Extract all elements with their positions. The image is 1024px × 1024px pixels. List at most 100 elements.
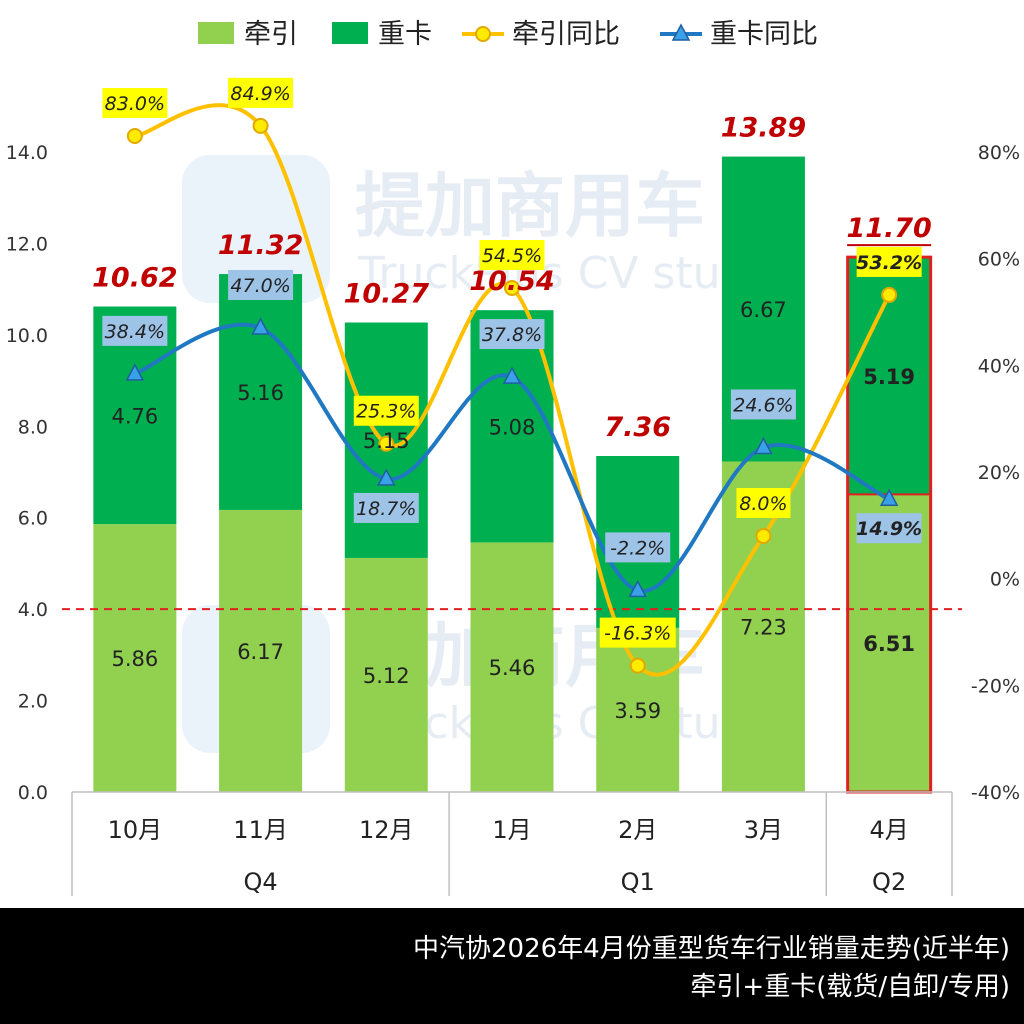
y-left-tick: 4.0	[18, 599, 48, 621]
point-tractor-yoy	[755, 528, 772, 544]
legend: 牵引 重卡 牵引同比 重卡同比	[198, 19, 818, 50]
legend-swatch	[198, 22, 234, 44]
label-bg-tractor-yoy	[856, 246, 922, 277]
y-left-tick: 14.0	[6, 142, 48, 164]
bar-value-tractor: 7.23	[740, 616, 787, 640]
x-tick: 3月	[744, 816, 783, 844]
x-tick: 10月	[108, 816, 163, 844]
point-heavy-yoy	[377, 468, 396, 486]
label-bg-heavy-yoy	[605, 532, 671, 563]
bar-tractor	[470, 542, 554, 792]
y-right-tick: 80%	[978, 142, 1020, 164]
total-label: 11.32	[218, 230, 303, 261]
total-label: 10.54	[469, 266, 554, 297]
label-tractor-yoy: 54.5%	[482, 245, 542, 267]
bar-value-heavy: 4.76	[111, 404, 158, 428]
bar-value-heavy: 5.15	[363, 429, 410, 453]
bar-value-heavy: 5.19	[863, 365, 915, 389]
point-tractor-yoy	[252, 117, 269, 134]
legend-label: 重卡同比	[710, 19, 818, 50]
label-heavy-yoy: 47.0%	[230, 275, 290, 297]
watermark-brand: 提加商用车	[355, 165, 705, 247]
bar-value-tractor: 5.86	[111, 647, 158, 671]
bar-value-heavy: 5.16	[237, 381, 284, 405]
point-tractor-yoy	[378, 435, 395, 452]
total-label: 7.36	[604, 412, 671, 443]
point-heavy-yoy	[125, 363, 145, 381]
label-bg-tractor-yoy	[353, 395, 419, 426]
label-bg-tractor-yoy	[102, 88, 168, 118]
label-heavy-yoy: 38.4%	[105, 321, 165, 343]
point-heavy-yoy	[754, 436, 773, 455]
y-left-tick: 12.0	[6, 233, 48, 255]
label-tractor-yoy: 84.9%	[230, 83, 290, 105]
bar-tractor	[219, 509, 303, 792]
label-bg-tractor-yoy	[599, 617, 676, 648]
label-bg-heavy-yoy	[353, 492, 419, 523]
point-tractor-yoy	[629, 657, 646, 674]
point-tractor-yoy	[126, 128, 143, 144]
point-heavy-yoy	[879, 488, 899, 506]
bar-heavy	[219, 274, 303, 510]
label-bg-tractor-yoy	[228, 77, 294, 108]
group-label: Q4	[243, 868, 277, 896]
total-label: 11.70	[846, 213, 931, 244]
data-labels: 5.86 4.76 10.62 6.17 5.16 11.32 5.12 5.15 10.27 5…	[92, 77, 932, 723]
legend-label: 牵引	[244, 19, 298, 50]
legend-marker	[475, 26, 491, 42]
label-tractor-yoy: 25.3%	[356, 401, 416, 423]
legend-label: 牵引同比	[512, 19, 620, 50]
yoy-lines	[125, 103, 899, 677]
y-right-tick: -40%	[971, 782, 1020, 804]
bar-tractor	[847, 494, 931, 792]
bar-value-heavy: 6.67	[740, 298, 787, 322]
y-left-tick: 2.0	[18, 691, 48, 713]
legend-marker	[671, 23, 691, 41]
chart-caption: 中汽协2026年4月份重型货车行业销量走势(近半年) 牵引+重卡(载货/自卸/专…	[0, 908, 1024, 1024]
bars	[93, 156, 933, 794]
group-label: Q1	[621, 868, 655, 896]
label-heavy-yoy: -2.2%	[610, 537, 665, 559]
point-tractor-yoy	[881, 286, 898, 303]
y-right-tick: 20%	[978, 462, 1020, 484]
bar-tractor	[596, 627, 680, 792]
total-label: 13.89	[721, 113, 806, 144]
label-bg-heavy-yoy	[856, 513, 922, 544]
label-heavy-yoy: 37.8%	[482, 324, 542, 346]
label-tractor-yoy: -16.3%	[604, 623, 671, 645]
label-tractor-yoy: 53.2%	[856, 252, 922, 274]
label-tractor-yoy: 8.0%	[739, 493, 787, 515]
bar-value-heavy: 5.08	[489, 415, 536, 439]
bar-value-tractor: 5.12	[363, 664, 410, 688]
bar-value-tractor: 6.17	[237, 640, 284, 664]
bar-value-tractor: 6.51	[863, 632, 915, 656]
legend-swatch	[332, 22, 368, 44]
point-tractor-yoy	[504, 280, 520, 296]
label-heavy-yoy: 24.6%	[733, 394, 793, 416]
x-tick: 4月	[870, 816, 909, 844]
label-tractor-yoy: 83.0%	[105, 93, 165, 115]
legend-label: 重卡	[378, 19, 432, 50]
x-tick: 2月	[618, 816, 657, 844]
bar-tractor	[344, 557, 428, 792]
y-left-tick: 6.0	[18, 508, 48, 530]
y-right-tick: 0%	[990, 569, 1020, 591]
y-left-tick: 8.0	[18, 416, 48, 438]
total-label: 10.62	[92, 263, 177, 294]
x-tick: 1月	[492, 816, 531, 844]
point-heavy-yoy	[251, 317, 270, 335]
x-tick: 12月	[359, 816, 414, 844]
y-right-tick: 40%	[978, 355, 1020, 377]
label-bg-heavy-yoy	[479, 319, 545, 350]
point-heavy-yoy	[628, 579, 647, 598]
y-right-tick: -20%	[971, 675, 1020, 697]
label-bg-heavy-yoy	[730, 389, 796, 420]
axes: 0.0 2.0 4.0 6.0 8.0 10.0 12.0 14.0 -40% -20% 0% 20%…	[6, 142, 1020, 896]
group-label: Q2	[872, 868, 906, 896]
bar-value-tractor: 5.46	[489, 656, 536, 680]
watermark-sub: TruckPlus CV studio	[357, 698, 788, 749]
bar-tractor	[93, 524, 177, 792]
point-heavy-yoy	[502, 366, 522, 384]
label-heavy-yoy: 14.9%	[856, 518, 922, 540]
